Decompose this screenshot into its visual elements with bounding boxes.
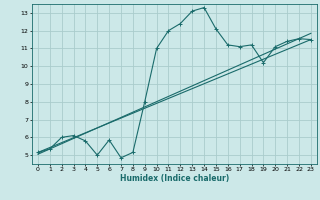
- X-axis label: Humidex (Indice chaleur): Humidex (Indice chaleur): [120, 174, 229, 183]
